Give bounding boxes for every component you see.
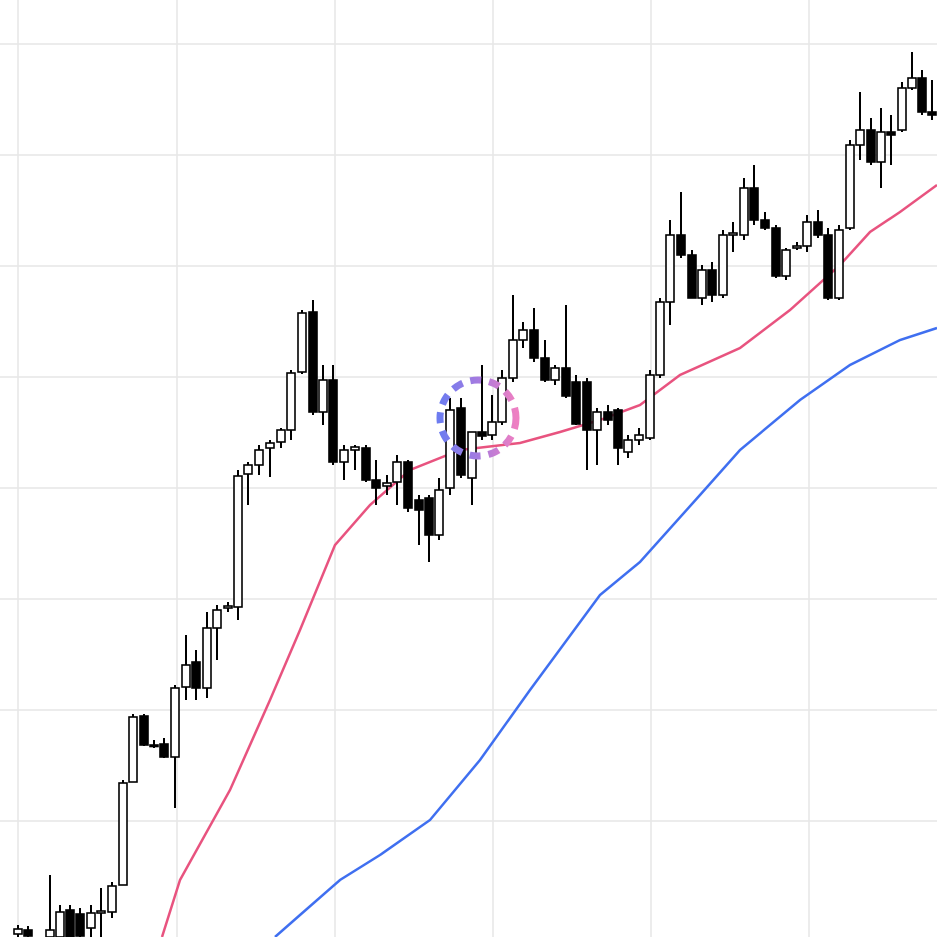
candle-body [540, 357, 550, 381]
moving-averages [160, 183, 937, 937]
candle-body [128, 716, 138, 783]
candle-body [876, 131, 886, 163]
candle-body [760, 219, 770, 229]
candle-body [487, 421, 497, 436]
candle-body [550, 367, 560, 381]
candle-body [676, 234, 686, 256]
candle-body [414, 499, 424, 511]
candle-body [107, 885, 117, 913]
candle-body [339, 449, 349, 463]
candle-body [917, 77, 927, 113]
moving-average-line [274, 326, 937, 937]
candle-body [634, 434, 644, 441]
candle-body [886, 131, 896, 136]
candle-body [739, 187, 749, 236]
candle-body [181, 664, 191, 688]
candle-body [212, 609, 222, 629]
candle-body [96, 910, 106, 914]
candle-body [792, 245, 802, 249]
candle-body [927, 111, 937, 116]
candle-body [170, 687, 180, 758]
candle-body [823, 234, 833, 299]
candle-body [518, 329, 528, 341]
candle-body [276, 429, 286, 443]
candle-body [897, 87, 907, 131]
candle-body [592, 411, 602, 431]
candle-body [243, 464, 253, 475]
candle-body [802, 221, 812, 247]
candle-body [361, 447, 371, 481]
candle-body [728, 232, 738, 236]
candle-body [371, 479, 381, 489]
candle-body [297, 312, 307, 373]
candle-body [561, 367, 571, 397]
candle-body [718, 234, 728, 296]
candle-body [697, 269, 707, 299]
candle-body [749, 187, 759, 221]
candle-body [328, 379, 338, 463]
candle-body [13, 928, 23, 935]
candle-body [286, 372, 296, 431]
candle-body [613, 409, 623, 449]
candle-body [233, 475, 243, 608]
candle-body [75, 913, 85, 937]
candle-body [571, 381, 581, 425]
candle-body [456, 407, 466, 476]
candle-body [907, 77, 917, 89]
candle-body [645, 374, 655, 439]
candle-body [603, 411, 613, 421]
candle-body [434, 489, 444, 536]
candle-body [265, 442, 275, 449]
candle-body [191, 661, 201, 689]
candle-body [781, 249, 791, 277]
candle-body [223, 605, 233, 609]
candle-body [403, 461, 413, 509]
candle-body [318, 379, 328, 413]
candle-body [382, 482, 392, 487]
candle-body [623, 439, 633, 453]
candle-body [139, 715, 149, 746]
candle-body [508, 339, 518, 379]
candle-body [813, 221, 823, 236]
candle-body [771, 227, 781, 277]
candle-body [834, 229, 844, 299]
candle-body [254, 449, 264, 466]
candle-body [655, 301, 665, 376]
candle-body [529, 329, 539, 359]
candle-body [845, 144, 855, 229]
loading-spinner [436, 376, 520, 460]
candle-body [55, 911, 65, 937]
candle-body [202, 627, 212, 689]
candle-body [707, 269, 717, 296]
candle-body [665, 234, 675, 303]
candle-body [392, 461, 402, 483]
candle-body [424, 497, 434, 536]
candle-body [65, 909, 75, 937]
moving-average-line [160, 183, 937, 937]
candle-body [45, 929, 55, 937]
candle-body [118, 782, 128, 886]
candle-body [497, 377, 507, 423]
candle-body [350, 446, 360, 451]
candle-body [86, 912, 96, 929]
candle-body [477, 431, 487, 437]
candle-body [687, 254, 697, 299]
candle-body [866, 129, 876, 163]
candles [13, 52, 937, 937]
candle-body [23, 929, 33, 937]
candle-body [308, 311, 318, 413]
candle-body [855, 129, 865, 146]
candle-body [149, 744, 159, 748]
candle-body [582, 381, 592, 431]
candle-body [159, 743, 169, 758]
